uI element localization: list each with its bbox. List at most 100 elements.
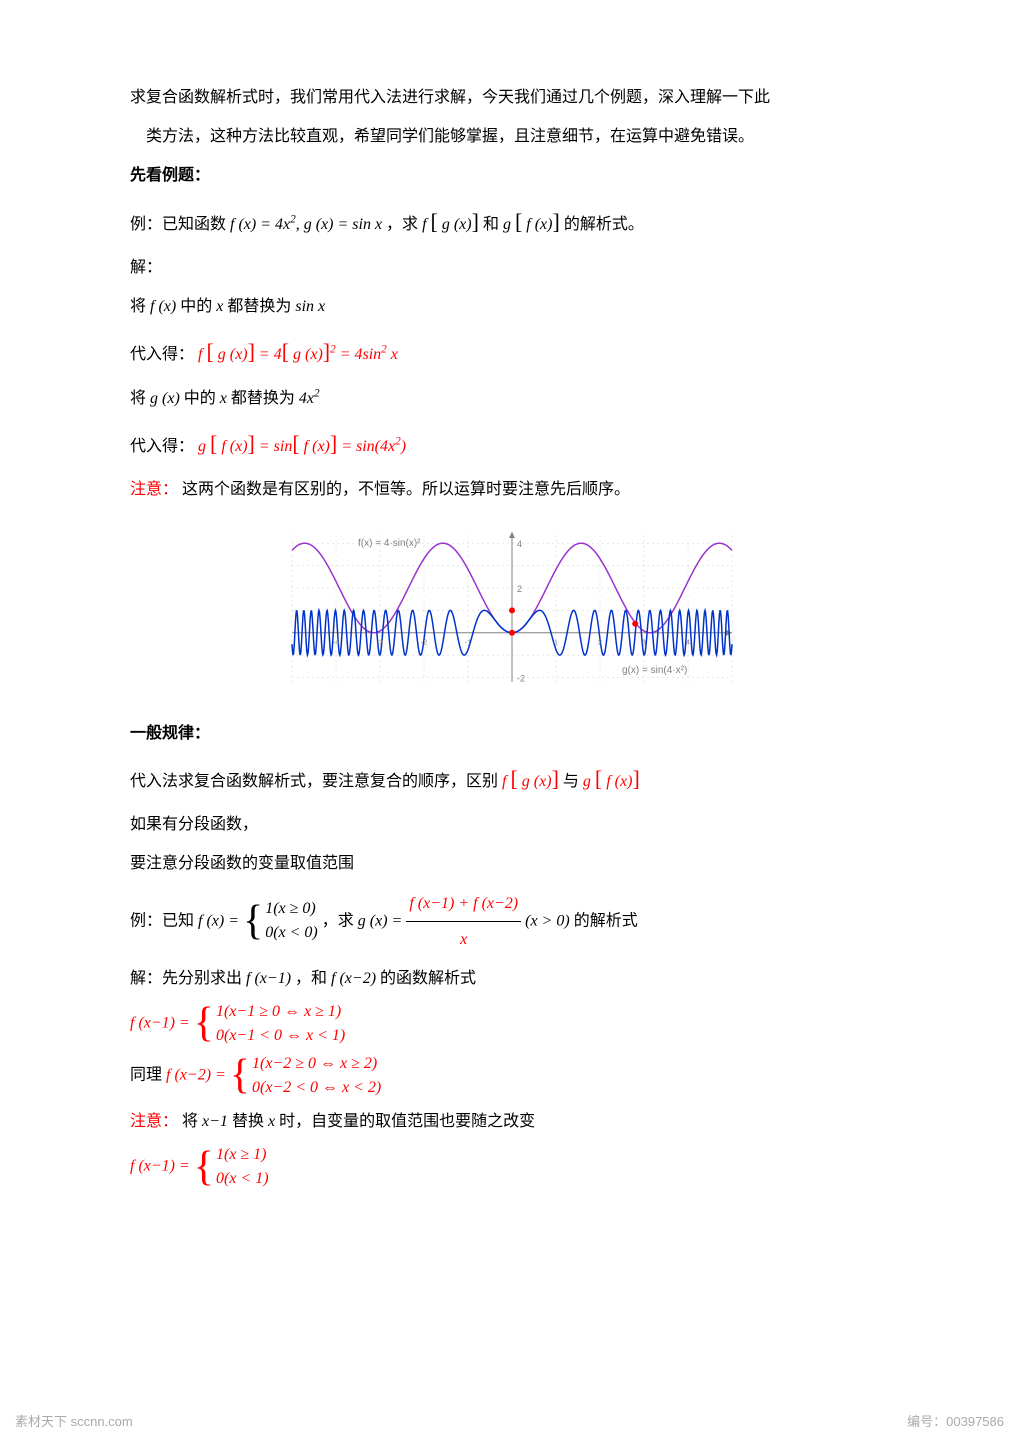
svg-text:2: 2 (517, 584, 522, 594)
piecewise: { 1(x ≥ 0) 0(x < 0) (243, 897, 318, 945)
text: 将 (130, 390, 146, 407)
text: 都替换为 (227, 298, 291, 315)
heading-examples: 先看例题： (130, 158, 894, 193)
para-piecewise2: 同理 f (x−2) = { 1(x−2 ≥ 0 ⇔ x ≥ 2) 0(x−2 … (130, 1052, 894, 1100)
text: 解：先分别求出 (130, 970, 242, 987)
text: ，和 (295, 970, 327, 987)
formula: f (x−2) (331, 970, 380, 987)
para-note1: 注意： 这两个函数是有区别的，不恒等。所以运算时要注意先后顺序。 (130, 472, 894, 507)
para-solution-label: 解： (130, 250, 894, 285)
text: 替换 (232, 1113, 264, 1130)
svg-text:1: 1 (554, 640, 558, 647)
text: ，求 (322, 912, 354, 929)
text: 代入得： (130, 346, 194, 363)
text: 和 (483, 216, 499, 233)
para-note2: 注意： 将 x−1 替换 x 时，自变量的取值范围也要随之改变 (130, 1104, 894, 1139)
case: 0(x−2 < 0 ⇔ x < 2) (252, 1076, 381, 1100)
formula-red: f (x−2) = (166, 1067, 230, 1084)
formula: (x > 0) (525, 912, 570, 929)
svg-text:-3: -3 (377, 640, 383, 647)
para-example1: 例：已知函数 f (x) = 4x2, g (x) = sin x ，求 f [… (130, 198, 894, 246)
text: 中的 (184, 390, 216, 407)
text: 与 (563, 773, 579, 790)
document-page: 求复合函数解析式时，我们常用代入法进行求解，今天我们通过几个例题，深入理解一下此… (0, 0, 1024, 1235)
formula-red: f (x−1) = (130, 1015, 194, 1032)
text: 这两个函数是有区别的，不恒等。所以运算时要注意先后顺序。 (182, 481, 630, 498)
text: 将 (130, 298, 146, 315)
piecewise: { 1(x−1 ≥ 0 ⇔ x ≥ 1) 0(x−1 < 0 ⇔ x < 1) (194, 1000, 345, 1048)
text: 都替换为 (231, 390, 295, 407)
case: 1(x ≥ 0) (265, 897, 318, 921)
para-intro-1: 求复合函数解析式时，我们常用代入法进行求解，今天我们通过几个例题，深入理解一下此 (130, 80, 894, 115)
formula: f (x−1) (246, 970, 291, 987)
case: 0(x < 0) (265, 921, 318, 945)
svg-text:2: 2 (598, 640, 602, 647)
piecewise: { 1(x ≥ 1) 0(x < 1) (194, 1143, 269, 1191)
formula: f (x) = (198, 912, 243, 929)
case: 1(x−1 ≥ 0 ⇔ x ≥ 1) (216, 1000, 345, 1024)
piecewise: { 1(x−2 ≥ 0 ⇔ x ≥ 2) 0(x−2 < 0 ⇔ x < 2) (230, 1052, 381, 1100)
case: 1(x−2 ≥ 0 ⇔ x ≥ 2) (252, 1052, 381, 1076)
formula: x−1 (202, 1113, 232, 1130)
text: 代入法求复合函数解析式，要注意复合的顺序，区别 (130, 773, 498, 790)
case: 0(x < 1) (216, 1167, 269, 1191)
formula-red: f (x−1) = (130, 1158, 194, 1175)
text: 的函数解析式 (380, 970, 476, 987)
text: 例：已知函数 (130, 216, 226, 233)
text: 中的 (180, 298, 212, 315)
heading-rules: 一般规律： (130, 716, 894, 751)
case: 0(x−1 < 0 ⇔ x < 1) (216, 1024, 345, 1048)
chart-container: -2 2 4 f(x) = 4·sin(x)² g(x) = sin(4·x²) -4 -3… (130, 522, 894, 705)
note-label: 注意： (130, 481, 178, 498)
text: 的解析式 (574, 912, 638, 929)
svg-text:-2: -2 (517, 674, 525, 684)
para-rule1: 代入法求复合函数解析式，要注意复合的顺序，区别 f [ g (x)] 与 g [… (130, 755, 894, 803)
formula-red: f [ g (x)] = 4[ g (x)]2 = 4sin2 x (198, 346, 398, 363)
formula: f [ g (x)] (422, 216, 479, 233)
formula-red: g [ f (x)] = sin[ f (x)] = sin(4x2) (198, 438, 406, 455)
formula: sin x (295, 298, 325, 315)
function-chart: -2 2 4 f(x) = 4·sin(x)² g(x) = sin(4·x²) -4 -3… (282, 522, 742, 692)
svg-text:-4: -4 (333, 640, 339, 647)
text: 的解析式。 (564, 216, 644, 233)
svg-text:g(x) = sin(4·x²): g(x) = sin(4·x²) (622, 666, 687, 677)
para-piecewise3: f (x−1) = { 1(x ≥ 1) 0(x < 1) (130, 1143, 894, 1191)
para-solution2: 解：先分别求出 f (x−1) ，和 f (x−2) 的函数解析式 (130, 961, 894, 996)
formula-red: g [ f (x)] (583, 773, 640, 790)
svg-text:4: 4 (517, 540, 522, 550)
para-sub1: 将 f (x) 中的 x 都替换为 sin x (130, 289, 894, 324)
para-intro-2: 类方法，这种方法比较直观，希望同学们能够掌握，且注意细节，在运算中避免错误。 (130, 119, 894, 154)
formula: g (x) (150, 390, 184, 407)
formula: 4x2 (299, 390, 320, 407)
case: 1(x ≥ 1) (216, 1143, 269, 1167)
para-result2: 代入得： g [ f (x)] = sin[ f (x)] = sin(4x2) (130, 420, 894, 468)
text: 同理 (130, 1067, 162, 1084)
formula: g (x) = (358, 912, 407, 929)
formula-red: f [ g (x)] (502, 773, 559, 790)
svg-text:4: 4 (686, 640, 690, 647)
text: 代入得： (130, 438, 194, 455)
formula: f (x) = 4x2, g (x) = sin x (230, 216, 386, 233)
note-label: 注意： (130, 1113, 178, 1130)
fraction: f (x−1) + f (x−2) x (406, 886, 521, 957)
para-sub2: 将 g (x) 中的 x 都替换为 4x2 (130, 381, 894, 416)
svg-text:f(x) = 4·sin(x)²: f(x) = 4·sin(x)² (358, 539, 421, 550)
text: 将 (182, 1113, 198, 1130)
denominator: x (406, 922, 521, 957)
formula: g [ f (x)] (503, 216, 560, 233)
formula: x (268, 1113, 279, 1130)
formula: x (216, 298, 227, 315)
formula: x (220, 390, 231, 407)
svg-text:3: 3 (642, 640, 646, 647)
text: 例：已知 (130, 912, 194, 929)
para-result1: 代入得： f [ g (x)] = 4[ g (x)]2 = 4sin2 x (130, 328, 894, 376)
para-rule2: 如果有分段函数， (130, 807, 894, 842)
para-example2: 例：已知 f (x) = { 1(x ≥ 0) 0(x < 0) ，求 g (x… (130, 886, 894, 957)
formula: f (x) (150, 298, 180, 315)
text: 时，自变量的取值范围也要随之改变 (279, 1113, 535, 1130)
footer-id: 编号：00397586 (907, 1411, 1004, 1430)
para-rule3: 要注意分段函数的变量取值范围 (130, 846, 894, 881)
footer-source: 素材天下 sccnn.com (15, 1411, 133, 1430)
svg-text:-1: -1 (465, 640, 471, 647)
numerator: f (x−1) + f (x−2) (406, 886, 521, 922)
